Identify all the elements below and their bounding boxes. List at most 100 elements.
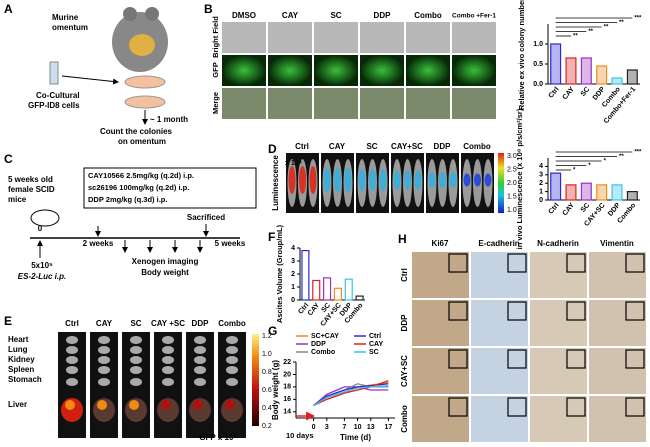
label: on omentum <box>118 137 166 146</box>
organ <box>162 336 174 344</box>
label: DDP <box>374 11 392 20</box>
micrograph <box>268 22 312 53</box>
regimen-box <box>83 167 257 209</box>
bar <box>323 277 332 301</box>
organ <box>130 356 142 364</box>
x-tick-label: Ctrl <box>547 202 560 216</box>
label: 5 weeks <box>215 239 246 248</box>
bar <box>626 69 638 85</box>
ihc-inset <box>566 397 586 417</box>
mouse-icon <box>30 209 60 227</box>
y-axis-label: Body weight (g) <box>271 360 280 420</box>
organ <box>226 366 238 374</box>
label: omentum <box>52 23 88 32</box>
label: CAY+SC <box>391 142 423 151</box>
label: GFP x 10⁷ <box>199 433 236 442</box>
label: 0.4 <box>262 405 272 412</box>
label: Spleen <box>8 365 34 374</box>
bar <box>580 57 592 85</box>
label: Lung <box>8 345 28 354</box>
label: 5x10⁵ <box>31 261 53 270</box>
bar <box>611 184 623 201</box>
ihc-inset <box>448 397 468 417</box>
significance-stars: *** <box>634 16 642 22</box>
panel-letter: D <box>268 142 277 156</box>
y-tick-label: 3 <box>291 258 295 265</box>
legend-label: SC <box>369 349 379 356</box>
micrograph <box>360 55 404 86</box>
label: CAY <box>96 319 113 328</box>
y-tick-label: 1 <box>539 188 543 195</box>
luminescence-signal <box>299 166 306 194</box>
colorbar <box>252 334 259 426</box>
label: 2.0 <box>507 180 517 187</box>
label: DDP 2mg/kg (q.3d) i.p. <box>88 195 167 204</box>
ihc-inset <box>448 301 468 321</box>
x-tick-label: SC <box>580 86 592 98</box>
label: x 10⁸ <box>285 160 302 167</box>
label: sc26196 100mg/kg (q.2d) i.p. <box>88 183 189 192</box>
ihc-inset <box>448 253 468 273</box>
luminescence-signal <box>404 170 411 190</box>
label: ES-2-Luc i.p. <box>18 272 66 281</box>
bar <box>596 184 608 201</box>
y-tick-label: 2 <box>291 271 295 278</box>
ihc-inset <box>566 253 586 273</box>
label: GFP-ID8 cells <box>28 101 80 110</box>
gfp-signal <box>129 400 139 410</box>
label: Ctrl <box>65 319 79 328</box>
y-tick-label: 0.0 <box>533 81 543 88</box>
organ <box>194 378 206 386</box>
organ <box>194 356 206 364</box>
luminescence-signal <box>393 170 401 190</box>
x-tick-label: Ctrl <box>547 86 560 100</box>
micrograph <box>452 22 496 53</box>
organ <box>226 336 238 344</box>
organ <box>130 366 142 374</box>
y-tick-label: 22 <box>283 359 291 366</box>
label: Count the colonies <box>100 127 173 136</box>
legend-label: SC+CAY <box>311 333 339 340</box>
y-axis-label: in vivo Luminescence (x 10⁸ p/s/cm²/sr) <box>515 108 524 249</box>
label: Xenogen imaging <box>132 257 199 266</box>
micrograph <box>222 55 266 86</box>
x-tick-label: 3 <box>325 424 329 431</box>
annotation: 10 days <box>286 431 314 440</box>
ihc-inset <box>448 349 468 369</box>
organ <box>98 356 110 364</box>
panel-letter: E <box>4 314 12 328</box>
label: Stomach <box>8 375 42 384</box>
x-tick-label: CAY <box>561 86 576 102</box>
label: Kidney <box>8 355 35 364</box>
bar <box>565 184 577 201</box>
luminescence-signal <box>309 166 317 194</box>
organ <box>130 378 142 386</box>
organ <box>130 336 142 344</box>
organ <box>130 346 142 354</box>
label: Combo <box>414 11 442 20</box>
organ <box>66 356 78 364</box>
micrograph <box>360 22 404 53</box>
label: 0.2 <box>262 423 272 430</box>
label: Ki67 <box>432 239 449 248</box>
x-tick-label: 7 <box>342 424 346 431</box>
mouse-ear <box>145 7 159 21</box>
colorbar <box>498 153 504 213</box>
label: CAY <box>329 142 346 151</box>
micrograph <box>406 55 450 86</box>
organ <box>162 356 174 364</box>
label: Sacrificed <box>187 213 225 222</box>
label: mice <box>8 195 27 204</box>
label: Luminescence <box>271 155 280 211</box>
significance-stars: ** <box>619 20 624 26</box>
label: Liver <box>8 400 27 409</box>
x-tick-label: 0 <box>312 424 316 431</box>
bar <box>344 278 353 301</box>
label: SC <box>330 11 341 20</box>
significance-stars: ** <box>619 154 624 160</box>
bar <box>626 191 638 201</box>
dish-icon <box>124 75 166 89</box>
x-tick-label: CAY <box>561 202 576 218</box>
label: Vimentin <box>600 239 634 248</box>
